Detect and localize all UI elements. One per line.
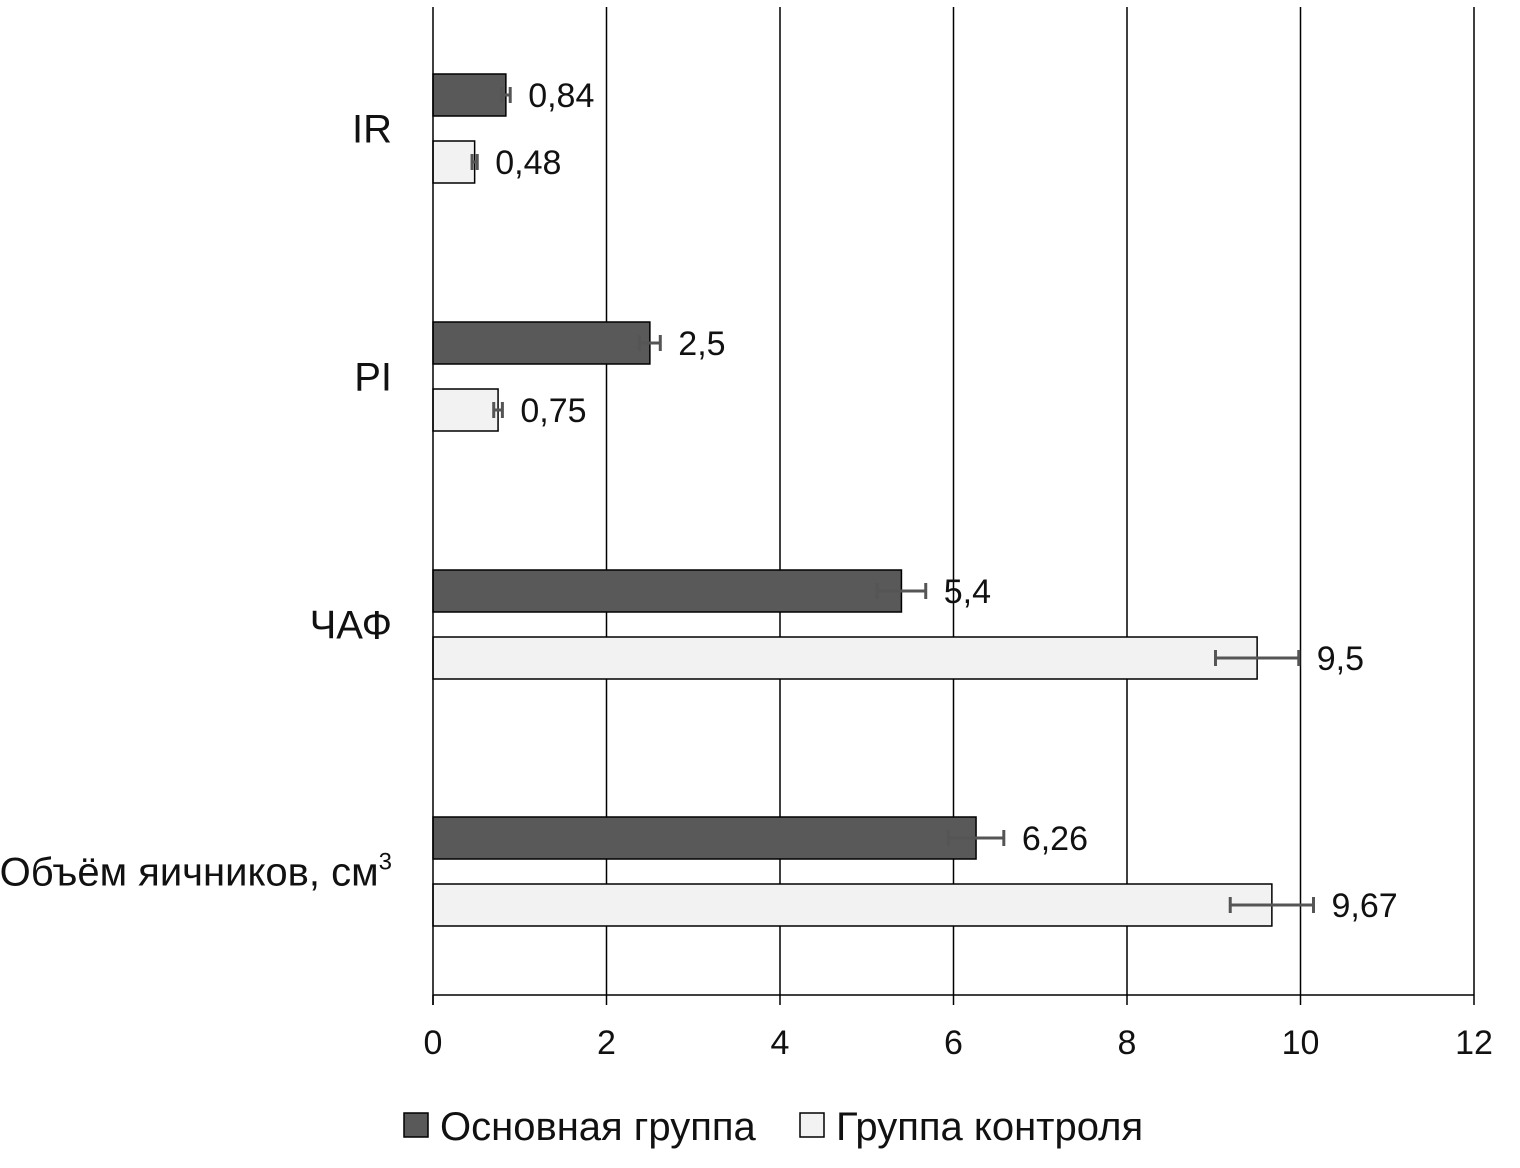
category-labels: IR PI ЧАФ Объём яичников, см3 (0, 108, 392, 895)
bar (432, 73, 507, 117)
data-label: 9,67 (1332, 887, 1398, 925)
x-tick-label: 12 (1455, 1024, 1493, 1062)
data-label: 0,75 (520, 392, 586, 430)
legend-swatch (799, 1112, 825, 1138)
data-label: 5,4 (944, 573, 991, 611)
x-axis: 0 2 4 6 8 10 12 (424, 7, 1493, 1062)
x-tick-label: 4 (771, 1024, 790, 1062)
bar (432, 140, 476, 184)
legend-swatch (403, 1112, 429, 1138)
x-tick-label: 2 (597, 1024, 616, 1062)
data-labels: 0,84 2,5 5,4 6,26 0,48 0,75 9,5 9,67 (495, 77, 1397, 925)
data-label: 0,48 (495, 144, 561, 182)
x-tick-label: 6 (944, 1024, 963, 1062)
x-tick-label: 0 (424, 1024, 443, 1062)
bar (432, 321, 651, 365)
bar (432, 816, 977, 860)
bar (432, 569, 903, 613)
bar (432, 883, 1273, 927)
data-label: 0,84 (528, 77, 594, 115)
bars (432, 73, 1273, 927)
x-tick-label: 8 (1118, 1024, 1137, 1062)
data-label: 9,5 (1317, 640, 1364, 678)
legend: Основная группа Группа контроля (403, 1105, 1143, 1149)
data-label: 6,26 (1022, 820, 1088, 858)
category-label: IR (352, 108, 392, 152)
category-label: Объём яичников, см3 (0, 849, 392, 895)
category-label: PI (354, 356, 392, 400)
x-tick-label: 10 (1282, 1024, 1320, 1062)
error-bars (470, 87, 1316, 913)
bar (432, 636, 1258, 680)
legend-label: Основная группа (440, 1105, 757, 1149)
category-label: ЧАФ (310, 604, 392, 648)
bar (432, 388, 499, 432)
data-label: 2,5 (678, 325, 725, 363)
legend-label: Группа контроля (836, 1105, 1143, 1149)
